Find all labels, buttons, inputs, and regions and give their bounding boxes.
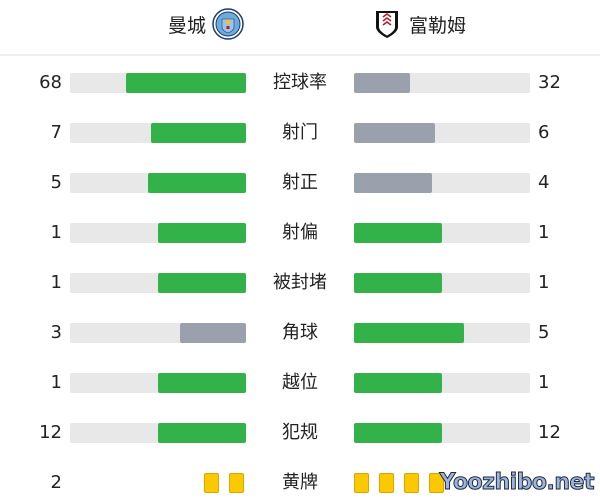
away-bar-track	[354, 73, 530, 93]
stat-row-yellow-cards: 2 黄牌	[0, 470, 600, 496]
home-value: 12	[39, 422, 62, 443]
home-bar-fill	[158, 223, 246, 243]
home-bar-fill	[180, 323, 246, 343]
home-value: 1	[50, 272, 62, 293]
stat-label: 射偏	[282, 222, 318, 243]
man-city-crest-icon	[212, 8, 244, 40]
home-bar-track	[70, 123, 246, 143]
away-value: 6	[538, 122, 550, 143]
away-bar-fill	[354, 423, 442, 443]
stat-label: 射正	[282, 172, 318, 193]
watermark: Yoozhibo.net	[439, 470, 595, 496]
yellow-card-icon	[229, 473, 244, 493]
match-header: 曼城 富勒姆	[0, 0, 600, 56]
stat-row: 68 控球率 32	[0, 70, 600, 96]
away-bar-track	[354, 123, 530, 143]
home-bar-track	[70, 73, 246, 93]
fulham-crest-icon	[376, 11, 398, 38]
home-bar-fill	[158, 373, 246, 393]
stat-row: 1 被封堵 1	[0, 270, 600, 296]
home-bar-fill	[158, 423, 246, 443]
stat-row: 3 角球 5	[0, 320, 600, 346]
away-value: 32	[538, 72, 561, 93]
yellow-card-icon	[354, 473, 369, 493]
home-bar-track	[70, 423, 246, 443]
yellow-card-icon	[429, 473, 444, 493]
home-value: 1	[50, 222, 62, 243]
yellow-card-icon	[379, 473, 394, 493]
away-value: 4	[538, 172, 550, 193]
away-bar-track	[354, 323, 530, 343]
away-bar-fill	[354, 273, 442, 293]
yellow-card-icon	[204, 473, 219, 493]
stat-label: 越位	[282, 372, 318, 393]
home-value: 1	[50, 372, 62, 393]
home-value: 2	[50, 472, 62, 493]
stat-label: 犯规	[282, 422, 318, 443]
home-bar-fill	[126, 73, 246, 93]
away-bar-track	[354, 423, 530, 443]
home-team-name: 曼城	[167, 14, 206, 37]
stat-row: 1 越位 1	[0, 370, 600, 396]
home-bar-track	[70, 173, 246, 193]
away-value: 1	[538, 372, 550, 393]
home-value: 68	[39, 72, 62, 93]
home-bar-fill	[151, 123, 246, 143]
away-bar-fill	[354, 373, 442, 393]
away-bar-track	[354, 173, 530, 193]
stat-label: 角球	[282, 322, 318, 343]
away-bar-fill	[354, 173, 433, 193]
home-team[interactable]: 曼城	[168, 8, 250, 40]
yellow-card-icon	[404, 473, 419, 493]
home-bar-fill	[148, 173, 246, 193]
away-team-name: 富勒姆	[409, 14, 467, 37]
stat-label: 黄牌	[282, 472, 318, 493]
home-value: 5	[50, 172, 62, 193]
away-value: 1	[538, 222, 550, 243]
home-bar-track	[70, 323, 246, 343]
home-bar-track	[70, 223, 246, 243]
stat-label: 控球率	[273, 72, 327, 93]
home-bar-fill	[158, 273, 246, 293]
home-value: 7	[50, 122, 62, 143]
home-value: 3	[50, 322, 62, 343]
away-bar-fill	[354, 323, 464, 343]
away-bar-fill	[354, 73, 411, 93]
away-value: 12	[538, 422, 561, 443]
home-bar-track	[70, 273, 246, 293]
away-value: 5	[538, 322, 550, 343]
stat-label: 射门	[282, 122, 318, 143]
away-team[interactable]: 富勒姆	[365, 8, 466, 40]
away-value: 1	[538, 272, 550, 293]
stat-row: 12 犯规 12	[0, 420, 600, 446]
stat-row: 7 射门 6	[0, 120, 600, 146]
stat-row: 5 射正 4	[0, 170, 600, 196]
away-bar-fill	[354, 123, 436, 143]
home-bar-track	[70, 373, 246, 393]
stat-label: 被封堵	[273, 272, 327, 293]
away-bar-track	[354, 373, 530, 393]
stat-row: 1 射偏 1	[0, 220, 600, 246]
away-bar-track	[354, 273, 530, 293]
away-bar-fill	[354, 223, 442, 243]
away-bar-track	[354, 223, 530, 243]
